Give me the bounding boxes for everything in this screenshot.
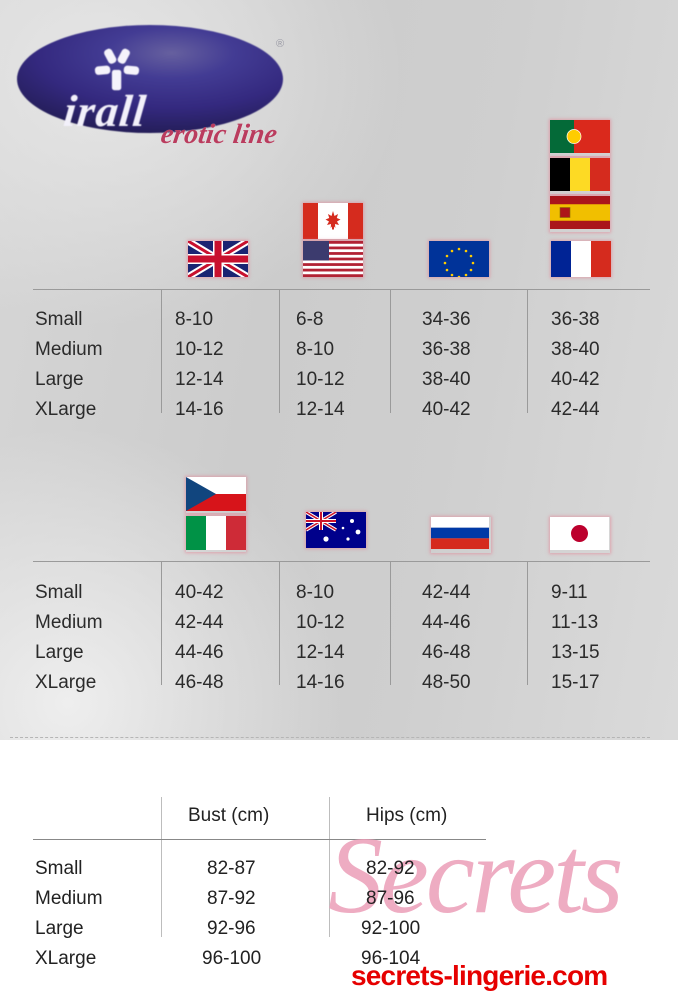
- svg-text:irall: irall: [61, 86, 149, 133]
